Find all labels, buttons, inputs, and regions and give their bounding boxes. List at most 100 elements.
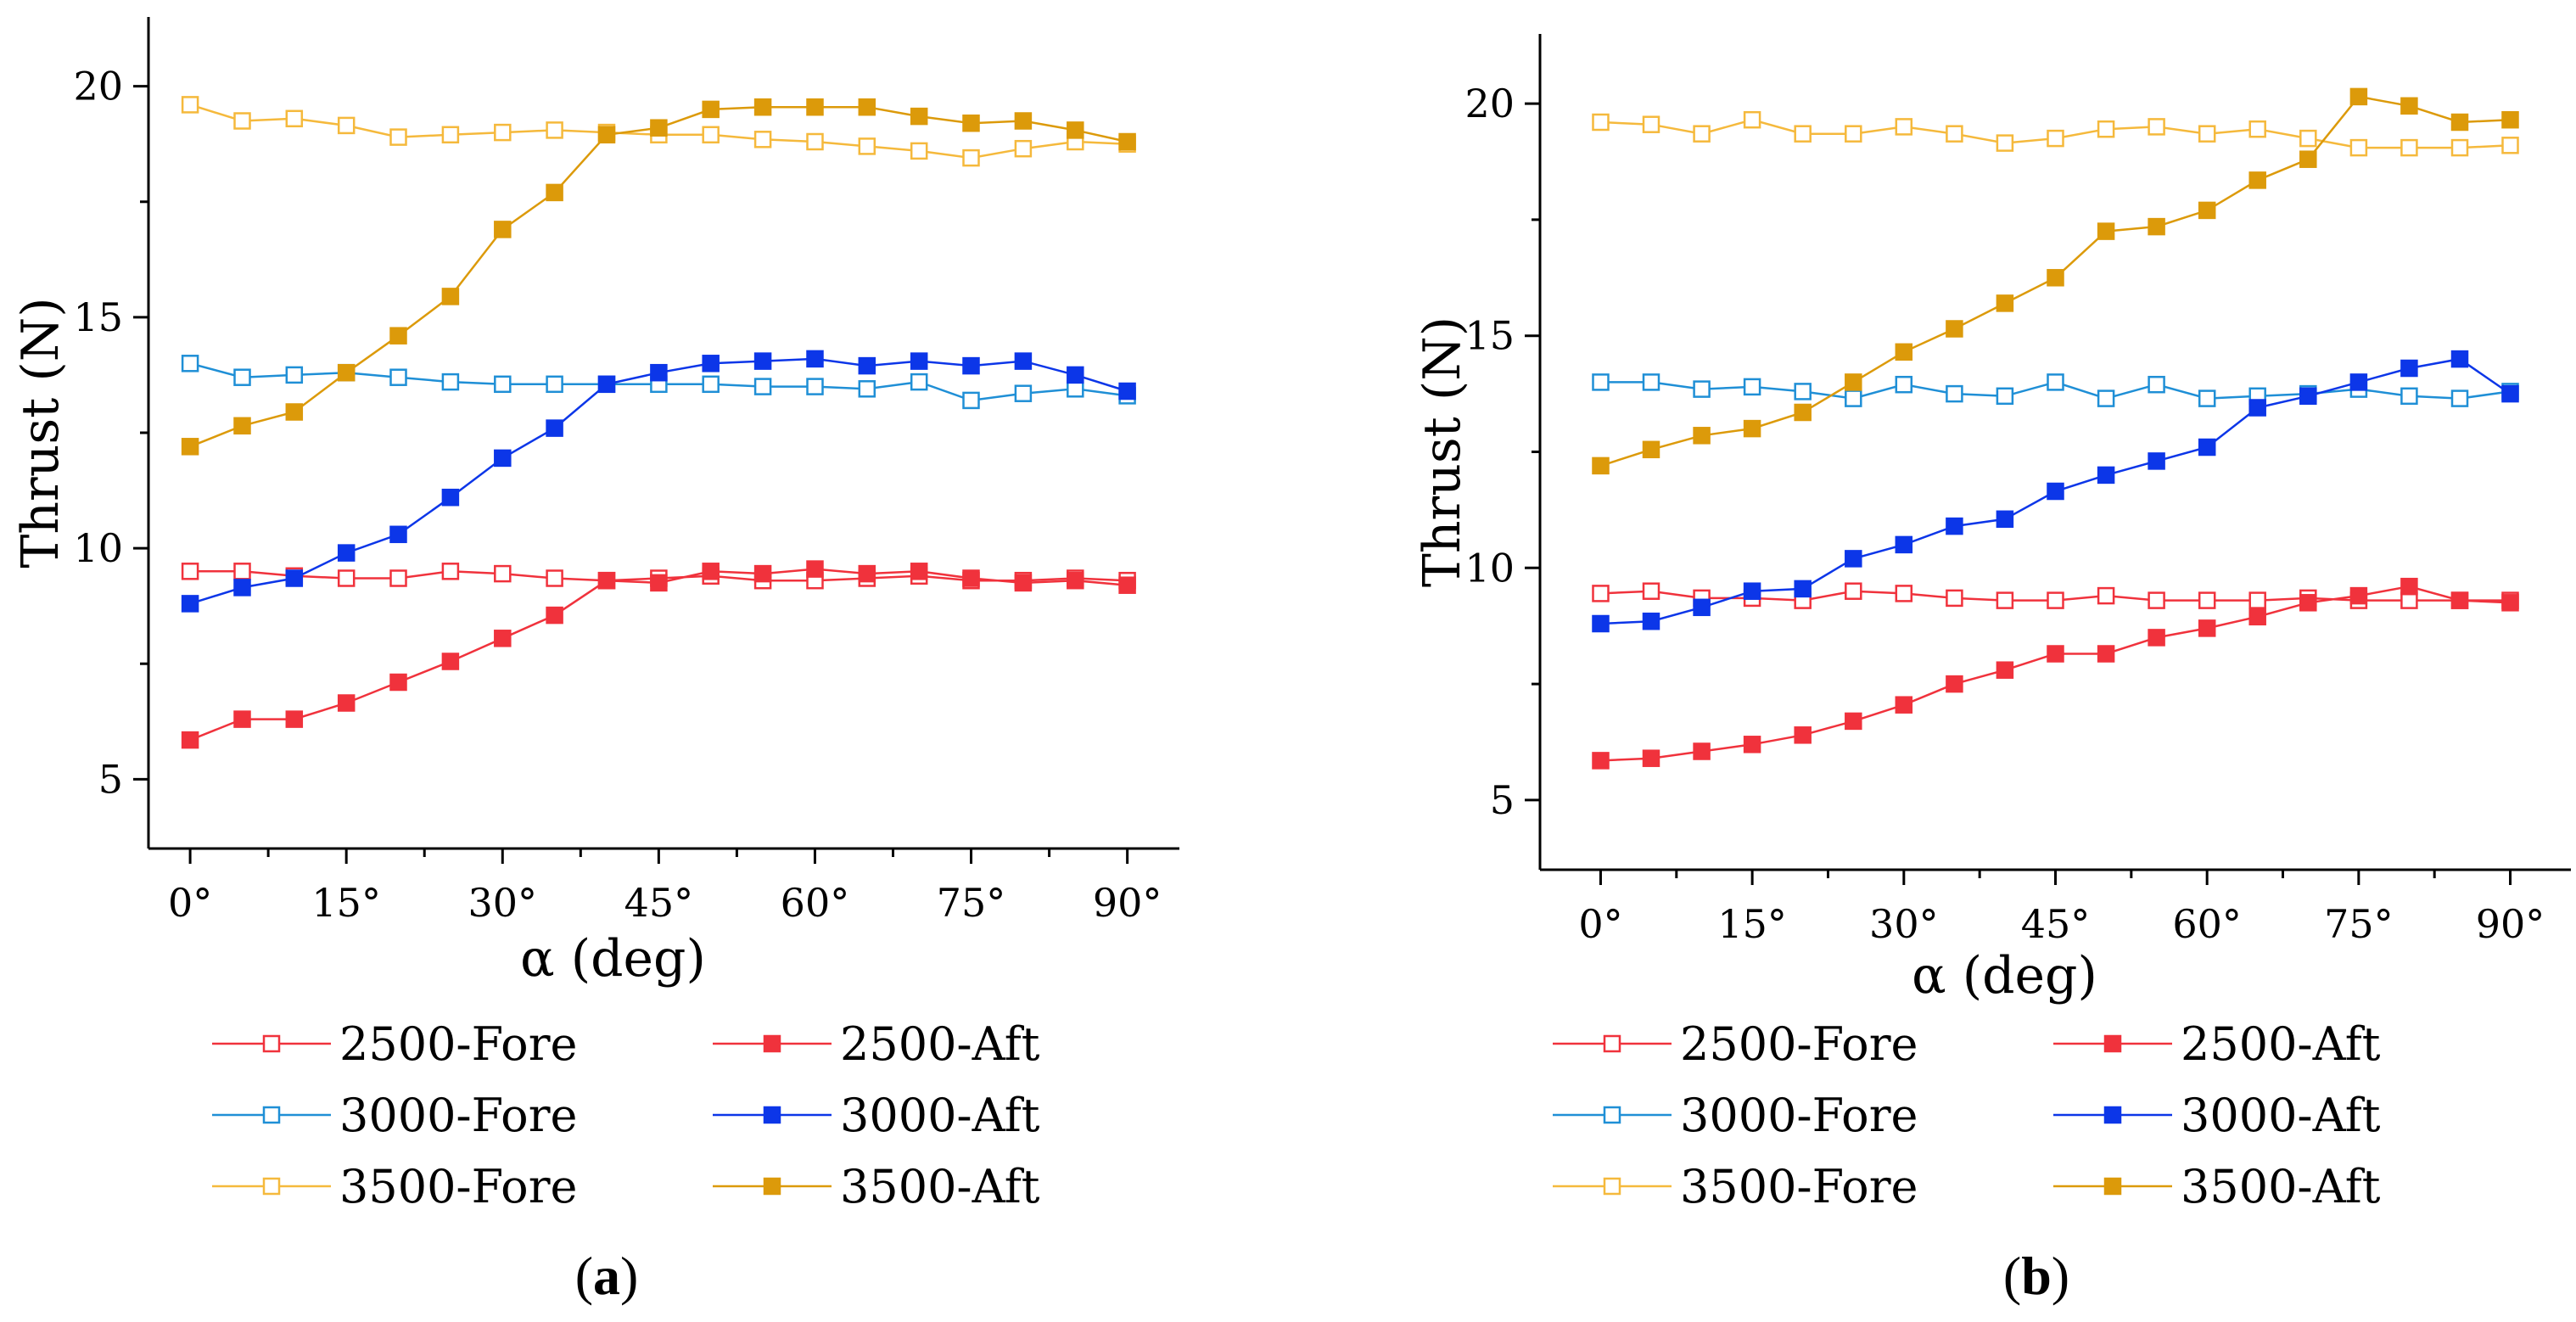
panel-a-series-3500-aft — [181, 98, 1136, 456]
panel-a-point-2500-aft — [181, 731, 199, 749]
panel-a-label: (a) — [575, 1246, 639, 1306]
panel-a-point-3500-fore — [806, 132, 824, 151]
panel-b-point-3000-aft — [1946, 517, 1963, 535]
panel-a-point-3000-fore — [494, 375, 512, 394]
panel-b-xtick-label: 75° — [2324, 901, 2394, 947]
panel-b-xtick-label: 15° — [1717, 901, 1787, 947]
panel-b-point-3000-fore — [1996, 387, 2014, 406]
panel-b-point-3500-fore — [1794, 125, 1812, 143]
panel-b-point-3500-fore — [1946, 125, 1963, 143]
panel-b-point-3000-fore — [1743, 378, 1761, 396]
panel-b-point-2500-fore — [2148, 591, 2165, 609]
panel-a-point-2500-aft — [389, 673, 407, 692]
panel-a-legend-label: 3500-Aft — [840, 1160, 1040, 1213]
panel-b-point-3500-aft — [2148, 217, 2165, 236]
panel-a-point-3500-aft — [597, 126, 616, 144]
panel-b-point-3000-aft — [2148, 452, 2165, 470]
panel-b-xtick-label: 45° — [2021, 901, 2091, 947]
panel-b-legend-marker — [1603, 1034, 1621, 1053]
panel-a-point-3500-aft — [858, 98, 876, 116]
panel-b-point-2500-aft — [1743, 736, 1761, 753]
panel-a-legend-label: 2500-Fore — [339, 1017, 577, 1071]
panel-b-point-3000-aft — [1693, 598, 1711, 617]
panel-a-legend-marker — [763, 1106, 781, 1124]
panel-b-point-3500-fore — [2047, 129, 2064, 148]
panel-a-point-2500-aft — [1014, 574, 1033, 592]
panel-b-point-3000-fore — [1794, 383, 1812, 401]
panel-a-point-2500-aft — [962, 569, 980, 587]
panel-a-legend-item-2500-fore: 2500-Fore — [212, 1017, 577, 1071]
panel-b-point-3500-aft — [2097, 222, 2115, 240]
panel-a-xtick-label: 90° — [1093, 880, 1162, 926]
panel-b-point-2500-aft — [2400, 577, 2418, 596]
panel-a-series-3000-fore — [181, 355, 1136, 410]
panel-b-point-3000-aft — [1895, 535, 1913, 554]
panel-b-point-3000-fore — [2198, 389, 2216, 407]
panel-b-point-2500-aft — [2198, 619, 2216, 637]
panel-a-point-3500-fore — [389, 128, 407, 146]
panel-b-line-2500-aft — [1600, 585, 2511, 762]
panel-b-point-2500-aft — [2097, 645, 2115, 663]
panel-b-point-3000-aft — [2198, 438, 2216, 457]
panel-b-legend-item-3500-aft: 3500-Aft — [2053, 1160, 2381, 1213]
panel-a-point-2500-aft — [753, 564, 772, 583]
panel-b-point-3500-aft — [2198, 201, 2216, 220]
panel-a-point-2500-aft — [597, 571, 616, 590]
panel-a-point-3500-aft — [441, 288, 460, 305]
panel-a-point-3500-aft — [1014, 112, 1033, 130]
panel-a-point-2500-aft — [1067, 571, 1084, 590]
panel-b-point-3500-fore — [2299, 129, 2317, 148]
panel-b-point-3000-aft — [2047, 482, 2064, 501]
panel-b-point-3000-fore — [2400, 387, 2418, 406]
panel-a-point-2500-aft — [702, 563, 720, 580]
panel-a-series-3000-aft — [181, 350, 1136, 613]
panel-a-x-axis-title: α (deg) — [520, 929, 706, 989]
panel-a-point-3500-fore — [858, 137, 876, 155]
panel-a-point-3000-aft — [597, 375, 616, 394]
panel-b-series-3000-aft — [1592, 350, 2519, 633]
panel-a-legend-item-3000-aft: 3000-Aft — [713, 1089, 1040, 1142]
panel-a-point-3000-fore — [806, 378, 824, 395]
panel-b-point-3500-aft — [1895, 343, 1913, 361]
panel-a-point-2500-aft — [337, 694, 356, 712]
panel-b-point-3000-aft — [1592, 614, 1610, 633]
panel-b-point-3000-fore — [1845, 389, 1862, 407]
panel-b-point-3500-aft — [2047, 269, 2064, 287]
panel-b-point-3000-aft — [1845, 550, 1862, 568]
panel-b-label-letter: b — [2021, 1246, 2052, 1306]
panel-b-series-3500-aft — [1592, 87, 2519, 475]
panel-b-point-3500-fore — [2148, 118, 2165, 136]
panel-a-xtick-label: 0° — [168, 880, 212, 926]
panel-b-point-2500-aft — [2349, 586, 2368, 605]
panel-b-point-3000-fore — [2047, 373, 2064, 391]
panel-a-point-2500-aft — [910, 563, 928, 580]
panel-a-point-3000-aft — [910, 352, 928, 370]
panel-b-point-2500-aft — [1592, 752, 1610, 770]
panel-b-point-2500-aft — [1794, 726, 1812, 744]
panel-b-point-2500-aft — [2148, 629, 2165, 647]
panel-a-point-3000-aft — [546, 419, 563, 437]
panel-a-legend-marker — [763, 1177, 781, 1196]
panel-a-xtick-label: 75° — [937, 880, 1006, 926]
panel-a-point-2500-fore — [233, 563, 251, 580]
panel-a-point-3500-aft — [389, 327, 407, 345]
panel-a-point-3500-fore — [494, 123, 512, 142]
panel-a-legend-label: 2500-Aft — [840, 1017, 1040, 1071]
panel-b-point-3000-aft — [1996, 510, 2014, 529]
panel-b-point-3000-aft — [2299, 387, 2317, 406]
panel-a-point-2500-aft — [285, 710, 304, 728]
panel-a-point-3500-aft — [233, 417, 251, 435]
panel-b-legend-label: 2500-Fore — [1680, 1017, 1918, 1071]
panel-b-point-3000-aft — [2097, 466, 2115, 485]
panel-b-point-3000-fore — [2450, 389, 2469, 407]
panel-a-line-2500-aft — [189, 568, 1128, 742]
panel-b: 5 10 15 20 0° 15° 30° 45° 60° 75° 90° Thrust (N) α… — [1413, 34, 2571, 1306]
panel-b-point-3500-aft — [2349, 87, 2368, 106]
panel-a-point-3000-fore — [181, 355, 199, 373]
panel-b-point-3500-aft — [1946, 320, 1963, 338]
panel-b-point-3000-fore — [1642, 373, 1660, 391]
panel-a-point-3500-fore — [233, 112, 251, 130]
panel-b-point-3000-aft — [2248, 399, 2266, 417]
panel-b-ytick-label: 15 — [1464, 313, 1515, 359]
panel-b-point-3500-aft — [2501, 110, 2519, 129]
